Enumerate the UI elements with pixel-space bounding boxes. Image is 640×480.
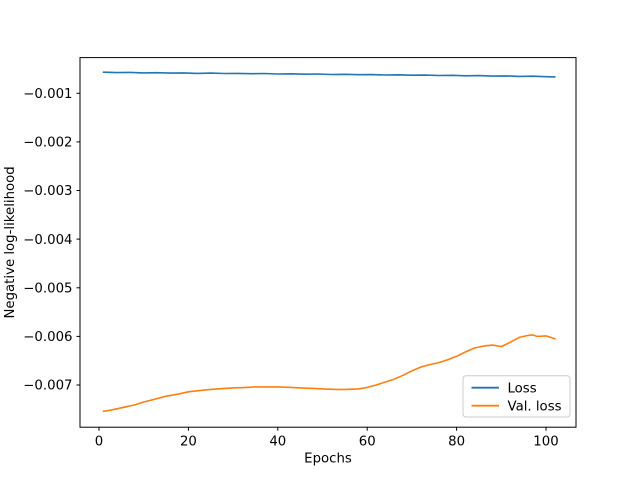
y-tick-label: −0.002 [23,136,72,151]
x-axis-label: Epochs [304,452,352,467]
x-tick-label: 80 [448,435,465,450]
data-series [102,71,556,413]
plot-area [79,57,577,428]
x-tick-label: 100 [533,435,558,450]
series-line-val-loss [102,334,556,413]
series-line-loss [102,71,556,78]
y-tick-label: −0.004 [23,233,72,248]
x-tick-label: 60 [359,435,376,450]
y-tick-label: −0.003 [23,184,72,199]
y-axis-ticks: −0.001 −0.002 −0.003 −0.004 −0.005 −0.006 −0.0… [23,87,80,394]
y-tick-label: −0.001 [23,87,72,102]
y-tick-label: −0.006 [23,330,72,345]
x-tick-label: 20 [180,435,197,450]
y-tick-label: −0.007 [23,379,72,394]
legend-label-val-loss: Val. loss [508,399,562,414]
y-axis-label: Negative log-likelihood [3,166,18,318]
legend-label-loss: Loss [508,381,537,396]
x-tick-label: 40 [269,435,286,450]
legend-box [462,375,571,418]
y-tick-label: −0.005 [23,282,72,297]
x-tick-label: 0 [95,435,103,450]
legend: Loss Val. loss [462,375,571,418]
x-axis-ticks: 0 20 40 60 80 100 [95,427,559,450]
